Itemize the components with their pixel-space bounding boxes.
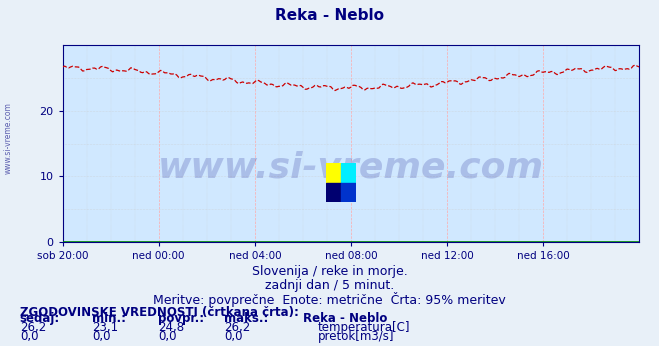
Text: 0,0: 0,0 — [158, 330, 177, 343]
Text: Reka - Neblo: Reka - Neblo — [303, 312, 387, 326]
Bar — [326, 163, 341, 183]
Text: sedaj:: sedaj: — [20, 312, 60, 326]
Text: zadnji dan / 5 minut.: zadnji dan / 5 minut. — [265, 279, 394, 292]
Text: 26,2: 26,2 — [224, 321, 250, 335]
Text: Slovenija / reke in morje.: Slovenija / reke in morje. — [252, 265, 407, 278]
Text: 0,0: 0,0 — [224, 330, 243, 343]
Text: maks.:: maks.: — [224, 312, 268, 326]
Text: povpr.:: povpr.: — [158, 312, 204, 326]
Text: 23,1: 23,1 — [92, 321, 119, 335]
Text: temperatura[C]: temperatura[C] — [318, 321, 410, 335]
Text: min.:: min.: — [92, 312, 127, 326]
Text: Meritve: povprečne  Enote: metrične  Črta: 95% meritev: Meritve: povprečne Enote: metrične Črta:… — [153, 292, 506, 307]
Text: 24,8: 24,8 — [158, 321, 185, 335]
Text: ZGODOVINSKE VREDNOSTI (črtkana črta):: ZGODOVINSKE VREDNOSTI (črtkana črta): — [20, 306, 299, 319]
Text: 0,0: 0,0 — [92, 330, 111, 343]
Bar — [341, 163, 356, 183]
Text: www.si-vreme.com: www.si-vreme.com — [3, 102, 13, 174]
Text: Reka - Neblo: Reka - Neblo — [275, 8, 384, 23]
Text: 0,0: 0,0 — [20, 330, 38, 343]
Bar — [326, 183, 341, 202]
Text: www.si-vreme.com: www.si-vreme.com — [158, 150, 544, 184]
Text: pretok[m3/s]: pretok[m3/s] — [318, 330, 394, 343]
Text: 26,2: 26,2 — [20, 321, 46, 335]
Bar — [341, 183, 356, 202]
